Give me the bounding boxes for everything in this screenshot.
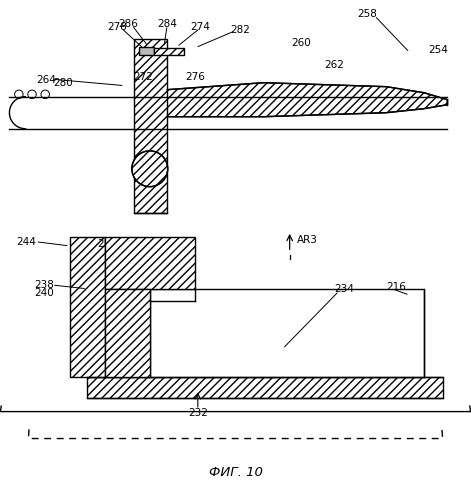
Polygon shape [150,289,424,376]
Polygon shape [167,82,447,116]
Polygon shape [105,289,150,376]
Text: 252: 252 [97,239,117,249]
Polygon shape [139,47,154,54]
Text: 282: 282 [230,24,250,34]
Text: 278: 278 [107,22,127,32]
Text: 286: 286 [118,18,138,28]
Text: 276: 276 [186,72,205,82]
Text: 250: 250 [145,266,165,276]
Text: 254: 254 [429,44,448,54]
Text: 234: 234 [334,284,354,294]
Text: 284: 284 [157,18,177,28]
Text: 244: 244 [16,236,36,246]
Polygon shape [105,238,195,289]
Polygon shape [70,238,105,376]
Text: 280: 280 [54,78,73,88]
Polygon shape [154,48,184,54]
Text: 258: 258 [357,8,377,18]
Text: 248: 248 [145,260,165,270]
Text: 246: 246 [164,239,184,249]
Polygon shape [134,38,167,213]
Text: 264: 264 [36,76,56,86]
Text: 242: 242 [144,275,164,285]
Text: 238: 238 [34,280,54,289]
Text: ФИГ. 10: ФИГ. 10 [209,466,262,479]
Text: 216: 216 [386,282,406,292]
Text: 274: 274 [190,22,210,32]
Text: 262: 262 [325,60,344,70]
Text: 240: 240 [34,288,54,298]
Circle shape [132,151,168,186]
Text: 272: 272 [134,72,154,82]
Polygon shape [87,376,443,398]
Text: 232: 232 [188,408,208,418]
Text: AR3: AR3 [297,234,317,244]
Text: 260: 260 [292,38,311,48]
